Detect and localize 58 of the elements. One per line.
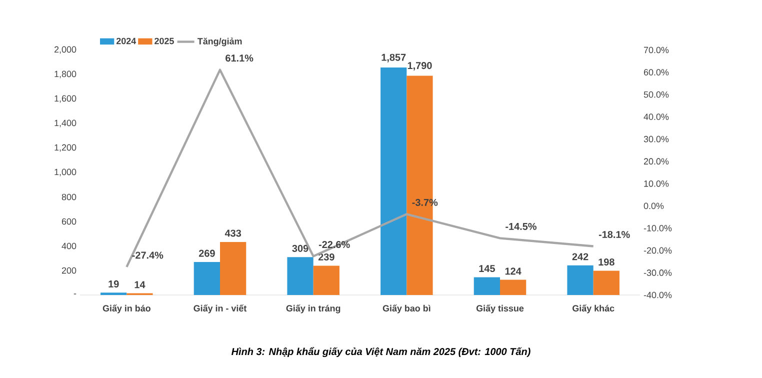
data-label: -27.4% — [132, 252, 164, 259]
bar — [287, 257, 314, 295]
y-tick-label: 800 — [62, 194, 76, 200]
x-tick-label: Giấy in tráng — [286, 304, 340, 314]
bar — [380, 68, 407, 295]
y2-tick-label: -10.0% — [644, 225, 672, 232]
bar — [220, 242, 246, 295]
y2-tick-label: 50.0% — [644, 91, 669, 98]
data-label: -22.6% — [318, 240, 350, 248]
data-label: -14.5% — [506, 222, 537, 230]
data-label: 1,857 — [382, 54, 406, 62]
bar — [474, 277, 500, 295]
data-label: 19 — [108, 280, 119, 288]
text: Hình 3: Nhập khẩu giấy của Việt Nam năm 2025 (Đvt: 1000 Tấn) — [232, 346, 530, 358]
y2-tick-label: 20.0% — [644, 158, 669, 165]
data-label: 242 — [572, 253, 588, 260]
y-tick-label: 600 — [62, 218, 76, 225]
x-tick-label: Giấy bao bì — [382, 304, 430, 314]
y-tick-label: 1,200 — [54, 144, 76, 152]
bar — [567, 265, 594, 295]
bar — [500, 280, 526, 295]
data-label: 124 — [505, 268, 522, 275]
data-label: 269 — [198, 250, 215, 257]
y2-tick-label: 30.0% — [644, 136, 669, 142]
data-label: 61.1% — [226, 54, 254, 62]
y2-tick-label: 40.0% — [644, 114, 669, 120]
y2-tick-label: 70.0% — [644, 46, 669, 54]
data-label: 198 — [598, 258, 614, 266]
y-tick-label: 1,400 — [54, 120, 76, 128]
x-tick-label: Giấy in báo — [102, 304, 150, 314]
legend-label: Tăng/giảm — [197, 38, 242, 46]
data-label: 14 — [134, 281, 146, 288]
y2-tick-label: -40.0% — [644, 292, 672, 298]
bar — [313, 266, 340, 295]
y-tick-label: 1,800 — [54, 70, 76, 78]
bar — [194, 262, 220, 295]
legend-label: 2024 — [116, 38, 136, 44]
data-label: 145 — [479, 265, 495, 272]
data-label: 309 — [292, 244, 308, 252]
y2-tick-label: 0.0% — [644, 202, 664, 210]
x-tick-label: Giấy tissue — [476, 304, 524, 314]
data-label: 1,790 — [408, 62, 432, 71]
data-label: -18.1% — [598, 230, 630, 238]
x-tick-label: Giấy in - viết — [194, 304, 247, 314]
y-tick-label: 2,000 — [54, 46, 76, 54]
y-tick-label: 200 — [62, 267, 76, 274]
y2-tick-label: 60.0% — [644, 69, 669, 76]
y-tick-label: 400 — [62, 242, 76, 250]
data-label: 433 — [224, 230, 242, 237]
y2-tick-label: 10.0% — [644, 180, 669, 187]
y2-tick-label: -20.0% — [644, 247, 672, 254]
y-tick-label: 1,000 — [54, 168, 76, 176]
y-tick-label: 1,600 — [54, 95, 76, 103]
data-label: 239 — [318, 253, 334, 261]
legend-label: 2025 — [154, 38, 174, 44]
y2-tick-label: -30.0% — [644, 270, 672, 276]
bar — [593, 270, 620, 295]
x-tick-label: Giấy khác — [572, 304, 614, 314]
